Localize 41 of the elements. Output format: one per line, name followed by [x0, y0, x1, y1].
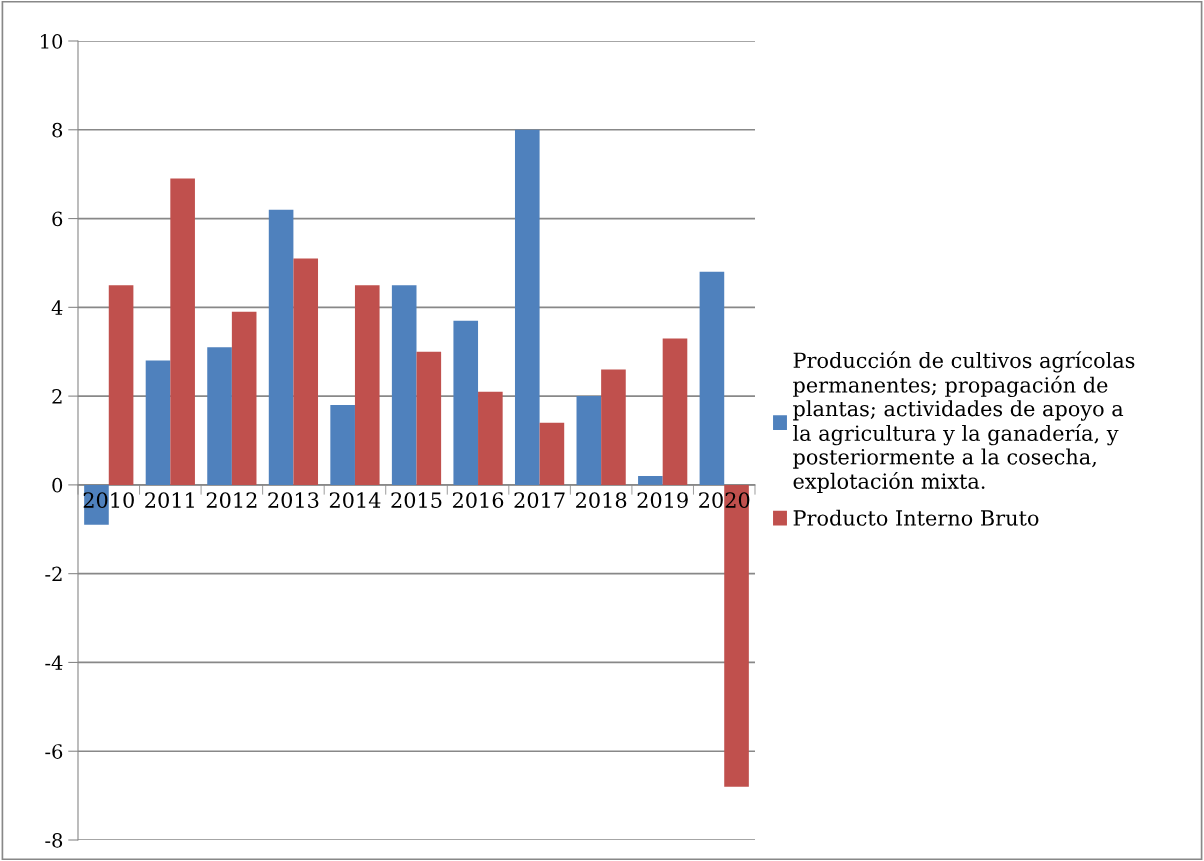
bar	[170, 178, 195, 485]
y-tick-label: 0	[52, 477, 63, 493]
y-tick-label: -6	[45, 744, 63, 759]
bar	[293, 258, 319, 485]
bar	[207, 347, 232, 485]
bar	[354, 285, 380, 485]
y-tick-label: 10	[41, 33, 63, 49]
bar	[514, 129, 540, 485]
x-tick-label: 2018	[576, 492, 627, 508]
bar	[478, 391, 503, 485]
bar	[330, 404, 355, 485]
x-tick-label: 2017	[514, 492, 565, 508]
y-tick-label: -8	[45, 832, 63, 848]
bar	[268, 209, 294, 485]
x-tick-label: 2016	[452, 492, 504, 508]
bar	[539, 422, 565, 485]
bar	[576, 396, 602, 485]
y-tick-label: -2	[45, 566, 62, 582]
bar	[108, 285, 134, 485]
x-tick-label: 2011	[145, 492, 194, 508]
y-tick-label: 8	[52, 122, 63, 138]
y-tick-label: 6	[52, 211, 63, 227]
bar	[699, 271, 725, 485]
y-tick-label: 2	[52, 389, 62, 404]
bar	[231, 311, 257, 485]
x-tick-label: 2015	[391, 492, 442, 508]
x-tick-label: 2013	[268, 492, 319, 508]
bar	[662, 338, 688, 485]
bar	[638, 476, 663, 485]
x-tick-label: 2014	[329, 492, 381, 508]
y-tick-label: -4	[45, 655, 63, 670]
x-tick-label: 2012	[206, 492, 257, 508]
bar	[601, 369, 626, 485]
bar	[416, 351, 442, 485]
x-tick-label: 2019	[637, 492, 688, 508]
bar	[391, 285, 417, 485]
bar	[145, 360, 171, 485]
bar	[453, 320, 479, 485]
y-tick-label: 4	[51, 300, 63, 315]
legend-label: Producción de cultivos agrícolas permanentes; propagación de plantas; actividades de apoyo a la agricultura y la ganadería, y posteriormente a la cosecha, explotación mixta.	[793, 351, 1135, 493]
legend-label: Producto Interno Bruto	[793, 509, 1039, 526]
